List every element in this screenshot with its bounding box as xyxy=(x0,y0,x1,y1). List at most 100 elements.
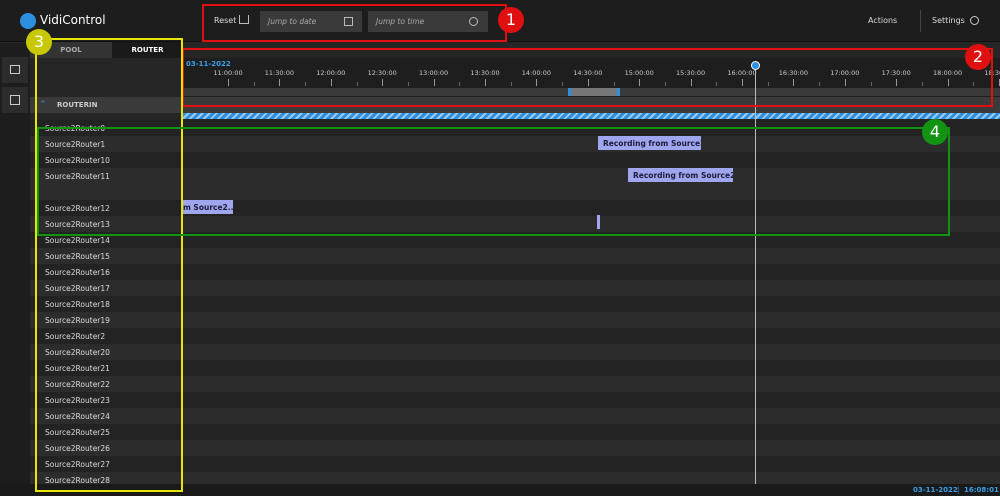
time-label: 16:00:00 xyxy=(727,69,757,77)
jump-to-date-input[interactable]: Jump to date xyxy=(260,11,362,32)
tick xyxy=(947,79,949,86)
current-time-line xyxy=(755,62,756,484)
tick xyxy=(767,82,769,86)
annotation-number: 4 xyxy=(922,119,948,145)
nav-button[interactable] xyxy=(2,57,28,83)
icon xyxy=(10,65,20,74)
row[interactable]: Source2Router17 xyxy=(30,280,1000,296)
tick xyxy=(562,82,564,86)
scroll-thumb[interactable] xyxy=(568,88,620,96)
recording[interactable]: m Source2... xyxy=(183,200,233,214)
row-name: Source2Router17 xyxy=(45,284,110,293)
row-name: Source2Router1 xyxy=(45,140,106,149)
recording[interactable]: Recording from Source2R... xyxy=(628,168,733,182)
top-bar: VidiControl Reset Jump to date Jump to t… xyxy=(0,0,1000,42)
row-name: Source2Router18 xyxy=(45,300,110,309)
jump-to-time-input[interactable]: Jump to time xyxy=(368,11,488,32)
tick xyxy=(870,82,872,86)
recording[interactable] xyxy=(597,215,600,229)
time-label: 16:30:00 xyxy=(778,69,808,77)
annotation-box xyxy=(37,127,950,236)
time-label: 12:30:00 xyxy=(367,69,397,77)
actions-menu[interactable]: Actions xyxy=(868,16,898,25)
annotation-box xyxy=(35,38,183,492)
row[interactable]: Source2Router1 xyxy=(30,136,1000,152)
row[interactable]: Source2Router23 xyxy=(30,392,1000,408)
tick xyxy=(690,79,692,86)
annotation-number: 3 xyxy=(26,29,52,55)
chevron: ^ xyxy=(40,100,46,108)
tick xyxy=(587,79,589,86)
row[interactable]: Source2Router25 xyxy=(30,424,1000,440)
row-name: Source2Router23 xyxy=(45,396,110,405)
timeline-date: 03-11-2022 xyxy=(186,60,231,68)
tick xyxy=(639,79,641,86)
annotation-box xyxy=(182,48,993,107)
tick xyxy=(433,79,435,86)
annotation-number: 1 xyxy=(498,7,524,33)
row-name: Source2Router28 xyxy=(45,476,110,485)
time-label: 17:30:00 xyxy=(881,69,911,77)
tick xyxy=(305,82,307,86)
row-name: Source2Router2 xyxy=(45,332,106,341)
nav-button[interactable] xyxy=(2,87,28,113)
calendar-icon xyxy=(344,17,353,26)
footer: 03-11-2022 | 16:08:01 xyxy=(0,484,1000,496)
time-label: 14:30:00 xyxy=(573,69,603,77)
row[interactable]: Source2Router11 xyxy=(30,168,1000,200)
row[interactable]: Source2Router15 xyxy=(30,248,1000,264)
settings-button[interactable]: Settings xyxy=(932,16,965,25)
tick xyxy=(356,82,358,86)
row[interactable]: Source2Router27 xyxy=(30,456,1000,472)
placeholder: Jump to time xyxy=(376,17,425,26)
time-label: 11:30:00 xyxy=(264,69,294,77)
tick xyxy=(407,82,409,86)
row[interactable]: Source2Router26 xyxy=(30,440,1000,456)
row-name: Source2Router25 xyxy=(45,428,110,437)
row-name: Source2Router16 xyxy=(45,268,110,277)
row[interactable]: Source2Router16 xyxy=(30,264,1000,280)
row-name: Source2Router27 xyxy=(45,460,110,469)
tick xyxy=(510,82,512,86)
row[interactable]: Source2Router24 xyxy=(30,408,1000,424)
row-name: Source2Router15 xyxy=(45,252,110,261)
side-nav xyxy=(0,43,30,484)
row-name: Source2Router10 xyxy=(45,156,110,165)
tick xyxy=(228,79,229,86)
row[interactable]: Source2Router19 xyxy=(30,312,1000,328)
tick xyxy=(742,79,743,86)
app-name: VidiControl xyxy=(40,13,106,27)
recording[interactable]: Recording from Source2... xyxy=(598,136,701,150)
tick xyxy=(382,79,384,86)
tick xyxy=(793,79,795,86)
row[interactable]: Source2Router14 xyxy=(30,232,1000,248)
time-label: 18:00:00 xyxy=(932,69,963,77)
tick xyxy=(536,79,538,86)
annotation-number: 2 xyxy=(965,44,991,70)
row[interactable]: Source2Router22 xyxy=(30,376,1000,392)
time-label: 13:00:00 xyxy=(418,69,449,77)
tick xyxy=(896,79,898,86)
availability-stripe xyxy=(183,113,1000,119)
row-name: Source2Router14 xyxy=(45,236,110,245)
row-name: Source2Router22 xyxy=(45,380,110,389)
reset-button[interactable]: Reset xyxy=(214,16,237,25)
reset-icon xyxy=(239,15,249,24)
time-label: 15:30:00 xyxy=(675,69,706,77)
row[interactable]: Source2Router10 xyxy=(30,152,1000,168)
tick xyxy=(664,82,666,86)
row-name: Source2Router24 xyxy=(45,412,110,421)
row-name: Source2Router21 xyxy=(45,364,110,373)
tab[interactable]: ROUTER xyxy=(112,42,183,58)
tick xyxy=(279,79,281,86)
footer-time: 16:08:01 xyxy=(964,486,999,494)
row[interactable]: Source2Router18 xyxy=(30,296,1000,312)
row[interactable]: Source2Router12 xyxy=(30,200,1000,216)
row[interactable]: Source2Router21 xyxy=(30,360,1000,376)
row[interactable]: Source2Router13 xyxy=(30,216,1000,232)
row-name: Source2Router12 xyxy=(45,204,110,213)
row[interactable]: Source2Router20 xyxy=(30,344,1000,360)
placeholder: Jump to date xyxy=(268,17,317,26)
row[interactable]: Source2Router2 xyxy=(30,328,1000,344)
